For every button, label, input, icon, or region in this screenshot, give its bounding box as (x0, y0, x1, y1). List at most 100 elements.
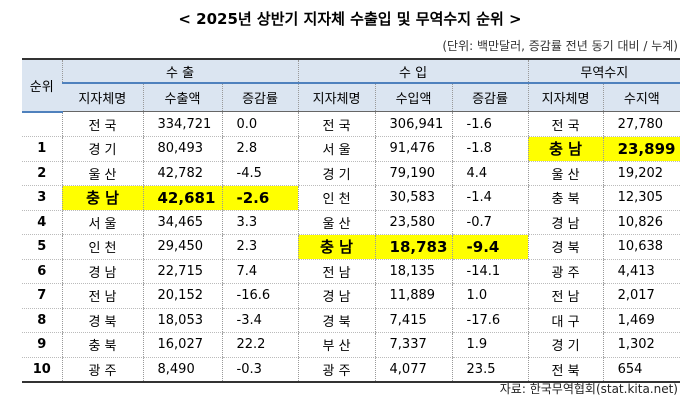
cell: 전 국 (527, 111, 604, 137)
cell: 0.0 (221, 111, 299, 137)
cell: 울 산 (297, 210, 376, 235)
rank: 7 (22, 283, 62, 309)
cell: 1,469 (602, 308, 681, 333)
cell: 23,580 (374, 210, 453, 235)
cell: -2.6 (221, 185, 299, 211)
rank: 3 (22, 185, 62, 211)
cell: 경 기 (61, 136, 143, 162)
column-header: 지자체명 (62, 83, 143, 112)
cell: -17.6 (451, 308, 529, 333)
column-header: 지자체명 (297, 83, 376, 112)
cell: 인 천 (297, 185, 376, 211)
cell: 2.3 (221, 234, 299, 260)
cell: 22.2 (221, 332, 299, 358)
cell: 29,450 (142, 234, 222, 260)
cell: -0.3 (221, 357, 299, 383)
cell: 306,941 (374, 111, 453, 137)
cell: 전 남 (61, 283, 143, 309)
column-header: 수출액 (142, 83, 222, 112)
cell: 경 남 (61, 259, 143, 284)
cell: 7.4 (221, 259, 299, 284)
cell: 34,465 (142, 210, 222, 235)
column-header: 수입액 (374, 83, 453, 112)
cell: -14.1 (451, 259, 529, 284)
cell: 18,053 (142, 308, 222, 333)
cell: -0.7 (451, 210, 529, 235)
cell: 16,027 (142, 332, 222, 358)
cell: 80,493 (142, 136, 222, 162)
column-header: 지자체명 (527, 83, 604, 112)
cell: 서 울 (61, 210, 143, 235)
cell: -1.4 (451, 185, 529, 211)
cell: 10,826 (602, 210, 681, 235)
cell: 경 북 (61, 308, 143, 333)
cell: 2,017 (602, 283, 681, 309)
cell: 광 주 (297, 357, 376, 383)
title: < 2025년 상반기 지자체 수출입 및 무역수지 순위 > (178, 10, 522, 28)
cell: 경 기 (297, 161, 376, 186)
source: 자료: 한국무역협회(stat.kita.net) (499, 382, 678, 396)
cell: 8,490 (142, 357, 222, 383)
cell: 경 북 (527, 234, 604, 260)
rank: 6 (22, 259, 62, 284)
cell: -1.6 (451, 111, 529, 137)
group-header: 수 입 (297, 59, 529, 84)
cell: 23,899 (602, 136, 681, 162)
data-row: 10 광 주 8,490 -0.3 광 주 4,077 23.5 전 북 654 (22, 357, 681, 383)
cell: 충 북 (527, 185, 604, 211)
cell: 전 국 (297, 111, 376, 137)
cell: 18,783 (374, 234, 453, 260)
cell: 대 구 (527, 308, 604, 333)
cell: 경 기 (527, 332, 604, 358)
group-header: 순위 (22, 59, 62, 113)
cell: 1.9 (451, 332, 529, 358)
group-header: 수 출 (61, 59, 299, 84)
cell: 4.4 (451, 161, 529, 186)
unit-note: (단위: 백만달러, 증감률 전년 동기 대비 / 누계) (442, 39, 678, 53)
cell: 충 남 (61, 185, 143, 211)
cell: 1.0 (451, 283, 529, 309)
cell: 전 북 (527, 357, 604, 383)
cell: 79,190 (374, 161, 453, 186)
cell: 22,715 (142, 259, 222, 284)
cell: 경 북 (297, 308, 376, 333)
cell: 2.8 (221, 136, 299, 162)
rank: 4 (22, 210, 62, 235)
column-header: 수지액 (602, 83, 681, 112)
cell: 경 남 (297, 283, 376, 309)
rank: 5 (22, 234, 62, 260)
rank: 10 (22, 357, 62, 383)
cell: 4,077 (374, 357, 453, 383)
cell: 경 남 (527, 210, 604, 235)
cell: 30,583 (374, 185, 453, 211)
cell: -9.4 (451, 234, 529, 260)
cell: -16.6 (221, 283, 299, 309)
cell: 334,721 (142, 111, 222, 137)
cell: 충 북 (61, 332, 143, 358)
cell: 울 산 (61, 161, 143, 186)
cell: 42,681 (142, 185, 222, 211)
cell: 23.5 (451, 357, 529, 383)
cell: 20,152 (142, 283, 222, 309)
rank (22, 111, 62, 137)
rank: 8 (22, 308, 62, 333)
data-row: 전 국 334,721 0.0 전 국 306,941 -1.6 전 국 27,780 (22, 111, 681, 137)
cell: 전 남 (527, 283, 604, 309)
rank: 9 (22, 332, 62, 358)
cell: 1,302 (602, 332, 681, 358)
cell: 전 국 (61, 111, 143, 137)
cell: 전 남 (297, 259, 376, 284)
group-header: 무역수지 (527, 59, 681, 84)
cell: 3.3 (221, 210, 299, 235)
cell: -4.5 (221, 161, 299, 186)
